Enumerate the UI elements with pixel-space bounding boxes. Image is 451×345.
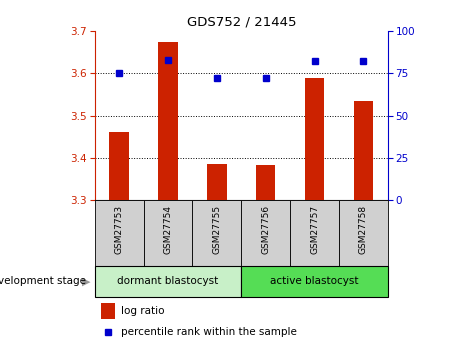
- Bar: [207, 164, 226, 200]
- Bar: [193, 200, 241, 266]
- Text: GSM27753: GSM27753: [115, 205, 124, 255]
- Bar: [158, 42, 178, 200]
- Text: development stage: development stage: [0, 276, 86, 286]
- Bar: [354, 101, 373, 200]
- Bar: [290, 200, 339, 266]
- Text: log ratio: log ratio: [121, 306, 165, 316]
- Text: GSM27758: GSM27758: [359, 205, 368, 255]
- Text: GSM27756: GSM27756: [261, 205, 270, 255]
- Text: GSM27755: GSM27755: [212, 205, 221, 255]
- Bar: [109, 132, 129, 200]
- Bar: [241, 266, 388, 297]
- Text: GSM27757: GSM27757: [310, 205, 319, 255]
- Title: GDS752 / 21445: GDS752 / 21445: [187, 16, 296, 29]
- Bar: [95, 200, 143, 266]
- Text: active blastocyst: active blastocyst: [270, 276, 359, 286]
- Text: ▶: ▶: [82, 276, 90, 286]
- Bar: [339, 200, 388, 266]
- Text: GSM27754: GSM27754: [164, 205, 172, 254]
- Bar: [256, 166, 276, 200]
- Text: dormant blastocyst: dormant blastocyst: [117, 276, 219, 286]
- Bar: [101, 303, 115, 319]
- Text: percentile rank within the sample: percentile rank within the sample: [121, 327, 297, 337]
- Bar: [241, 200, 290, 266]
- Bar: [305, 78, 324, 200]
- Bar: [143, 200, 193, 266]
- Bar: [95, 266, 241, 297]
